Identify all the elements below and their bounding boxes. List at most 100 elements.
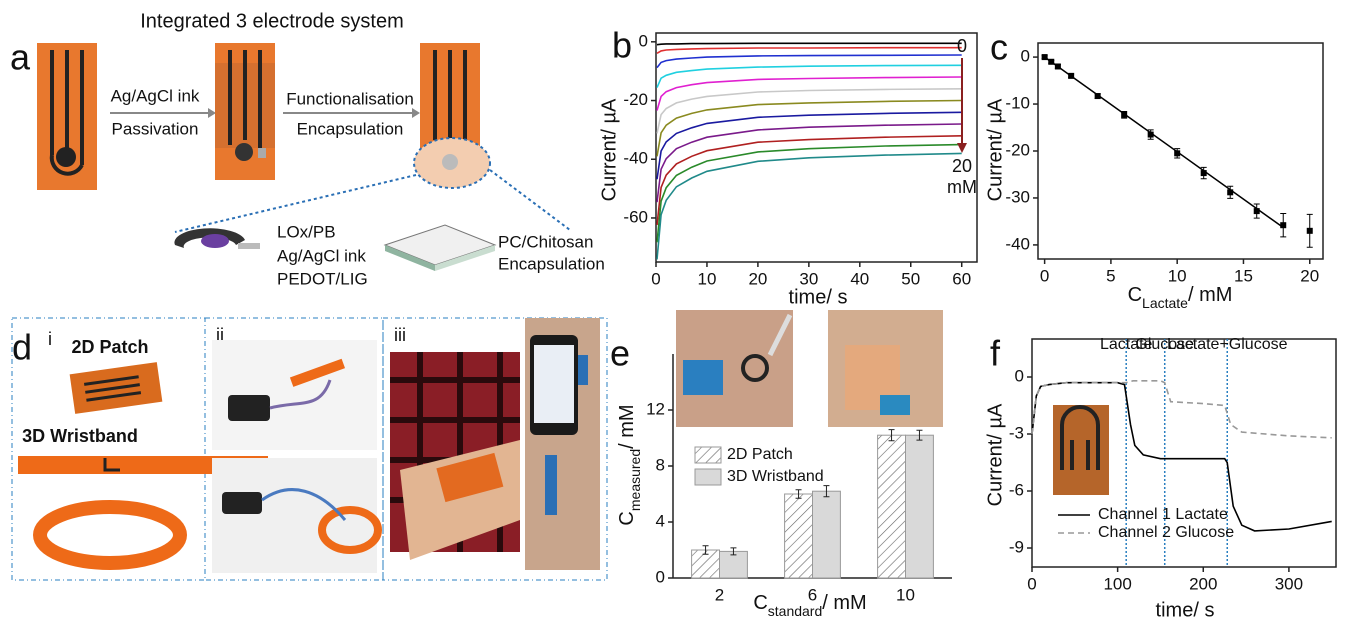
y-tick-label: -10: [1005, 94, 1030, 113]
y-tick-label: -9: [1009, 537, 1024, 556]
annotation: 0: [957, 36, 967, 56]
data-point: [1048, 59, 1054, 65]
series-line: [657, 77, 962, 111]
y-tick-label: 4: [656, 511, 665, 530]
label-sub: standard: [768, 603, 822, 619]
x-axis-title: CLactate/ mM: [1128, 284, 1233, 310]
data-point: [1254, 208, 1260, 214]
electrode-functionalised: [414, 43, 490, 188]
label-sub: Lactate: [1142, 295, 1188, 311]
panel-d: d i ii iii 2D Patch 3D Wristband: [12, 318, 607, 580]
step-label: Functionalisation: [286, 89, 414, 108]
panel-label: f: [990, 333, 1001, 374]
x-tick-label: 0: [651, 269, 660, 288]
data-point: [1201, 170, 1207, 176]
panel-label: d: [12, 327, 32, 368]
x-tick-label: 0: [1027, 574, 1036, 593]
x-tick-label: 2: [715, 585, 724, 604]
data-point: [1121, 112, 1127, 118]
series-line: [657, 65, 962, 87]
label-unit: / mM: [1188, 284, 1232, 306]
legend-swatch: [695, 469, 721, 485]
panel-label: b: [612, 25, 632, 66]
layer-label: Ag/AgCl ink: [277, 246, 366, 265]
x-tick-label: 10: [896, 585, 915, 604]
data-point: [1227, 189, 1233, 195]
y-tick-label: -3: [1009, 423, 1024, 442]
y-tick-label: 0: [639, 31, 648, 50]
y-tick-label: -20: [623, 90, 648, 109]
y-tick-label: 0: [1021, 47, 1030, 66]
x-tick-label: 15: [1234, 266, 1253, 285]
data-point: [1095, 93, 1101, 99]
data-point: [1280, 222, 1286, 228]
label-main: C: [753, 592, 767, 614]
bar: [878, 435, 906, 578]
plot-frame: [656, 33, 977, 262]
y-tick-label: -6: [1009, 480, 1024, 499]
y-tick-label: 0: [1015, 366, 1024, 385]
panel-title: Integrated 3 electrode system: [140, 10, 403, 32]
series-line: [657, 145, 962, 243]
data-point: [1055, 63, 1061, 69]
arrow-head: [412, 108, 420, 118]
coating-label: Encapsulation: [498, 254, 605, 273]
panel-label: c: [990, 27, 1008, 68]
electrode-passivated: [215, 43, 275, 180]
x-tick-label: 5: [1106, 266, 1115, 285]
y-tick-label: -40: [1005, 234, 1030, 253]
y-tick-label: 12: [646, 399, 665, 418]
legend-label: 3D Wristband: [727, 468, 824, 485]
label-main: C: [1128, 284, 1142, 306]
bar: [785, 494, 813, 578]
sub-label: i: [48, 329, 52, 349]
label-sub: measured: [627, 449, 643, 511]
x-tick-label: 10: [697, 269, 716, 288]
fit-line: [1045, 57, 1284, 227]
event-label: Lactate+Glucose: [1167, 336, 1288, 353]
x-tick-label: 10: [1168, 266, 1187, 285]
y-axis-title: Current/ µA: [984, 403, 1006, 506]
panel-label: e: [610, 333, 630, 374]
x-tick-label: 40: [850, 269, 869, 288]
x-axis-title: time/ s: [1156, 599, 1215, 621]
data-point: [1042, 54, 1048, 60]
y-tick-label: 0: [656, 567, 665, 586]
series-line: [657, 48, 962, 54]
x-tick-label: 6: [808, 585, 817, 604]
layer-icon: [174, 228, 260, 249]
series-line: [657, 153, 962, 259]
layer-label: LOx/PB: [277, 222, 336, 241]
zoom-line: [490, 170, 570, 230]
x-tick-label: 200: [1189, 574, 1217, 593]
x-tick-label: 300: [1275, 574, 1303, 593]
data-point: [1148, 132, 1154, 138]
y-axis-title: Current/ µA: [598, 98, 620, 201]
step-label: Passivation: [112, 119, 199, 138]
label-unit: / mM: [822, 592, 866, 614]
legend-label: Channel 1 Lactate: [1098, 506, 1228, 523]
bar: [813, 491, 841, 578]
legend-swatch: [695, 447, 721, 463]
arrow-head: [208, 108, 216, 118]
x-tick-label: 20: [1300, 266, 1319, 285]
y-tick-label: 8: [656, 455, 665, 474]
series-line: [657, 43, 962, 44]
encapsulation-icon: [385, 225, 495, 271]
step-label: Ag/AgCl ink: [111, 86, 200, 105]
figure: a Integrated 3 electrode system Ag/AgCl …: [0, 0, 1355, 622]
annotation-arrow-head: [957, 143, 967, 153]
panel-a: a Integrated 3 electrode system Ag/AgCl …: [10, 10, 605, 288]
sub-label: iii: [394, 325, 406, 345]
annotation: 20: [952, 156, 972, 176]
x-tick-label: 50: [901, 269, 920, 288]
label-main: C: [616, 511, 638, 525]
bar: [906, 435, 934, 578]
legend-label: Channel 2 Glucose: [1098, 524, 1234, 541]
patch-photo: [70, 362, 163, 414]
panel-label: a: [10, 37, 31, 78]
legend-label: 2D Patch: [727, 446, 793, 463]
x-tick-label: 20: [748, 269, 767, 288]
patch-label: 2D Patch: [71, 337, 148, 357]
x-tick-label: 0: [1040, 266, 1049, 285]
